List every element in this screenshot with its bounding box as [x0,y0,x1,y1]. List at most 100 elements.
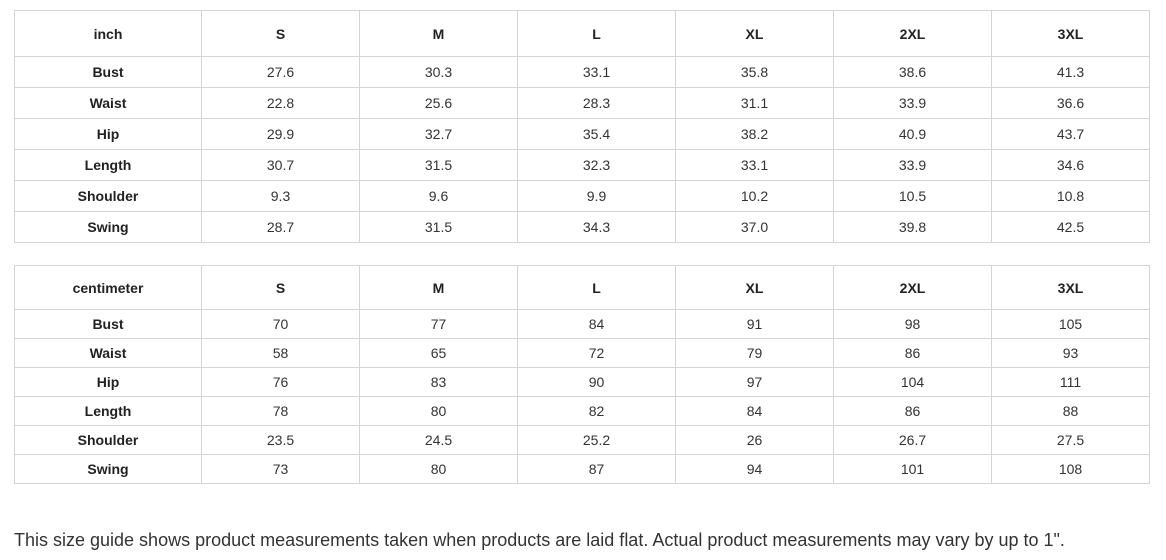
measurement-label: Hip [14,367,202,397]
measurement-value: 35.8 [675,56,834,88]
measurement-value: 29.9 [201,118,360,150]
measurement-value: 36.6 [991,87,1150,119]
measurement-value: 31.5 [359,211,518,243]
table-row: Bust 70 77 84 91 98 105 [14,309,1150,339]
measurement-value: 32.3 [517,149,676,181]
measurement-value: 30.7 [201,149,360,181]
size-header: S [201,265,360,310]
measurement-value: 43.7 [991,118,1150,150]
measurement-value: 40.9 [833,118,992,150]
measurement-value: 86 [833,338,992,368]
measurement-label: Hip [14,118,202,150]
unit-header: centimeter [14,265,202,310]
measurement-value: 98 [833,309,992,339]
measurement-label: Waist [14,338,202,368]
measurement-value: 28.7 [201,211,360,243]
table-row: Length 30.7 31.5 32.3 33.1 33.9 34.6 [14,149,1150,181]
size-header: XL [675,10,834,57]
measurement-value: 33.1 [517,56,676,88]
measurement-value: 101 [833,454,992,484]
measurement-value: 70 [201,309,360,339]
measurement-value: 33.9 [833,149,992,181]
measurement-value: 9.3 [201,180,360,212]
measurement-value: 32.7 [359,118,518,150]
measurement-value: 31.1 [675,87,834,119]
table-row: Swing 28.7 31.5 34.3 37.0 39.8 42.5 [14,211,1150,243]
measurement-label: Bust [14,56,202,88]
measurement-value: 10.5 [833,180,992,212]
measurement-value: 42.5 [991,211,1150,243]
measurement-value: 9.9 [517,180,676,212]
measurement-label: Swing [14,211,202,243]
measurement-value: 23.5 [201,425,360,455]
measurement-value: 58 [201,338,360,368]
table-row: Length 78 80 82 84 86 88 [14,396,1150,426]
size-header: S [201,10,360,57]
measurement-value: 9.6 [359,180,518,212]
measurement-value: 105 [991,309,1150,339]
measurement-value: 27.6 [201,56,360,88]
measurement-value: 73 [201,454,360,484]
measurement-value: 25.2 [517,425,676,455]
measurement-value: 35.4 [517,118,676,150]
measurement-value: 93 [991,338,1150,368]
measurement-value: 76 [201,367,360,397]
size-header: 2XL [833,10,992,57]
measurement-value: 37.0 [675,211,834,243]
measurement-value: 84 [675,396,834,426]
measurement-label: Length [14,149,202,181]
size-header: 3XL [991,265,1150,310]
table-row: Swing 73 80 87 94 101 108 [14,454,1150,484]
centimeter-size-table: centimeter S M L XL 2XL 3XL Bust 70 77 84 91 98 105 Wa… [14,265,1150,484]
table-row: Hip 76 83 90 97 104 111 [14,367,1150,397]
measurement-value: 108 [991,454,1150,484]
measurement-value: 30.3 [359,56,518,88]
measurement-value: 94 [675,454,834,484]
unit-header: inch [14,10,202,57]
measurement-value: 87 [517,454,676,484]
measurement-value: 26.7 [833,425,992,455]
size-header: L [517,265,676,310]
table-row: Hip 29.9 32.7 35.4 38.2 40.9 43.7 [14,118,1150,150]
measurement-value: 38.2 [675,118,834,150]
measurement-label: Shoulder [14,180,202,212]
size-header: XL [675,265,834,310]
measurement-value: 25.6 [359,87,518,119]
measurement-value: 10.8 [991,180,1150,212]
measurement-value: 34.6 [991,149,1150,181]
measurement-value: 82 [517,396,676,426]
measurement-value: 84 [517,309,676,339]
measurement-value: 31.5 [359,149,518,181]
measurement-value: 79 [675,338,834,368]
measurement-label: Waist [14,87,202,119]
measurement-value: 111 [991,367,1150,397]
size-header: 2XL [833,265,992,310]
header-row: centimeter S M L XL 2XL 3XL [14,265,1150,310]
measurement-label: Length [14,396,202,426]
size-header: 3XL [991,10,1150,57]
measurement-value: 24.5 [359,425,518,455]
measurement-value: 22.8 [201,87,360,119]
measurement-label: Swing [14,454,202,484]
measurement-value: 77 [359,309,518,339]
table-row: Shoulder 23.5 24.5 25.2 26 26.7 27.5 [14,425,1150,455]
measurement-value: 97 [675,367,834,397]
measurement-label: Bust [14,309,202,339]
table-row: Shoulder 9.3 9.6 9.9 10.2 10.5 10.8 [14,180,1150,212]
measurement-value: 80 [359,454,518,484]
measurement-value: 33.1 [675,149,834,181]
measurement-value: 41.3 [991,56,1150,88]
measurement-value: 65 [359,338,518,368]
measurement-value: 78 [201,396,360,426]
measurement-value: 34.3 [517,211,676,243]
measurement-value: 104 [833,367,992,397]
size-guide-note: This size guide shows product measuremen… [14,530,1065,550]
measurement-value: 39.8 [833,211,992,243]
measurement-value: 83 [359,367,518,397]
measurement-value: 26 [675,425,834,455]
measurement-value: 90 [517,367,676,397]
measurement-value: 33.9 [833,87,992,119]
size-header: L [517,10,676,57]
measurement-value: 80 [359,396,518,426]
size-header: M [359,265,518,310]
